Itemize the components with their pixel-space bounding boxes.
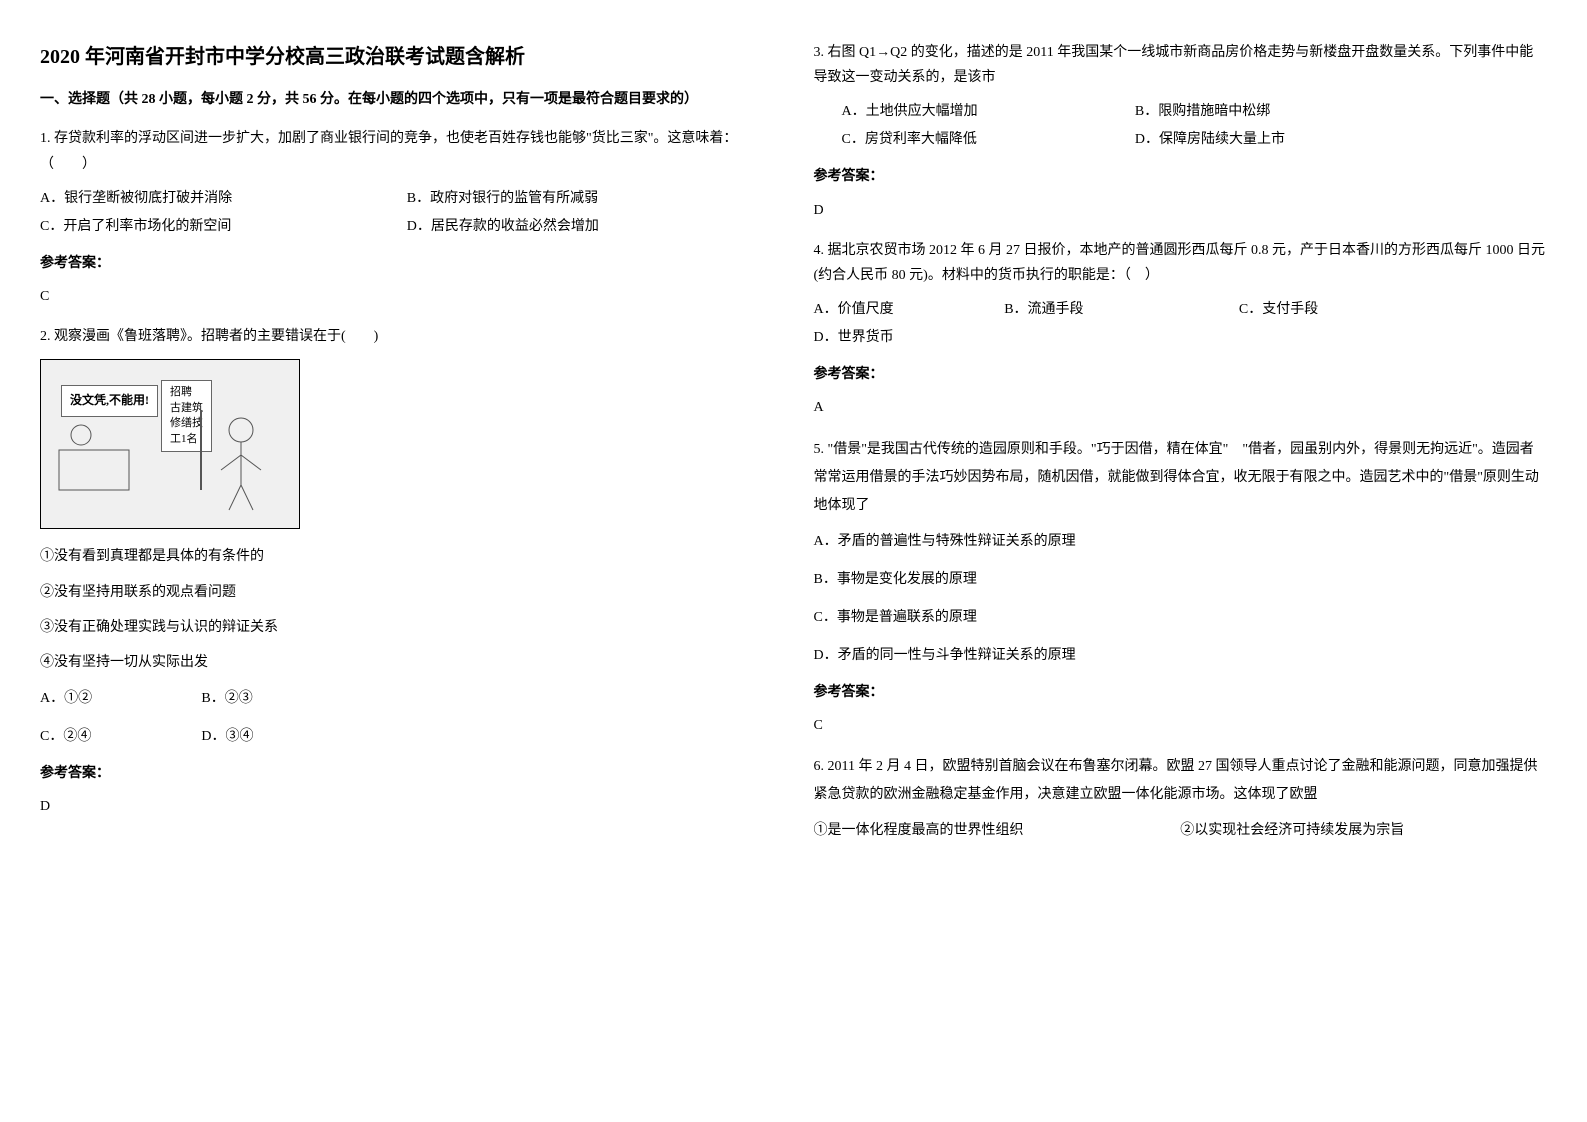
q3-answer: D — [814, 198, 1548, 223]
q3-opt-c: C．房贷利率大幅降低 — [814, 126, 1107, 154]
q3-opt-d: D．保障房陆续大量上市 — [1107, 126, 1474, 154]
q5-opt-a: A．矛盾的普遍性与特殊性辩证关系的原理 — [814, 528, 1548, 556]
q1-answer-label: 参考答案： — [40, 251, 774, 276]
q2-text: 2. 观察漫画《鲁班落聘》。招聘者的主要错误在于( ) — [40, 324, 774, 349]
q2-sub4: ④没有坚持一切从实际出发 — [40, 650, 774, 675]
left-column: 2020 年河南省开封市中学分校高三政治联考试题含解析 一、选择题（共 28 小… — [40, 40, 774, 857]
q4-answer-label: 参考答案： — [814, 362, 1548, 387]
cartoon-figures-icon — [41, 360, 301, 530]
q3-options: A．土地供应大幅增加 B．限购措施暗中松绑 C．房贷利率大幅降低 D．保障房陆续… — [814, 98, 1548, 154]
q2-opt-d: D．③④ — [201, 723, 362, 751]
q1-options: A．银行垄断被彻底打破并消除 B．政府对银行的监管有所减弱 C．开启了利率市场化… — [40, 185, 774, 241]
q3-opt-b: B．限购措施暗中松绑 — [1107, 98, 1474, 126]
question-2: 2. 观察漫画《鲁班落聘》。招聘者的主要错误在于( ) 没文凭,不能用! 招聘 … — [40, 324, 774, 819]
q2-opt-c: C．②④ — [40, 723, 201, 751]
q5-text: 5. "借景"是我国古代传统的造园原则和手段。"巧于因借，精在体宜" "借者，园… — [814, 436, 1548, 520]
q2-sub3: ③没有正确处理实践与认识的辩证关系 — [40, 615, 774, 640]
q2-cartoon-image: 没文凭,不能用! 招聘 古建筑 修缮技 工1名 — [40, 359, 300, 529]
q2-opt-b: B．②③ — [201, 685, 362, 713]
right-column: 3. 右图 Q1→Q2 的变化，描述的是 2011 年我国某个一线城市新商品房价… — [814, 40, 1548, 857]
q4-text: 4. 据北京农贸市场 2012 年 6 月 27 日报价，本地产的普通圆形西瓜每… — [814, 238, 1548, 288]
q3-text: 3. 右图 Q1→Q2 的变化，描述的是 2011 年我国某个一线城市新商品房价… — [814, 40, 1548, 90]
q1-opt-b: B．政府对银行的监管有所减弱 — [407, 185, 774, 213]
q5-opt-c: C．事物是普遍联系的原理 — [814, 604, 1548, 632]
q4-options: A．价值尺度 B．流通手段 C．支付手段 D．世界货币 — [814, 296, 1548, 352]
question-1: 1. 存贷款利率的浮动区间进一步扩大，加剧了商业银行间的竞争，也使老百姓存钱也能… — [40, 126, 774, 309]
q6-text: 6. 2011 年 2 月 4 日，欧盟特别首脑会议在布鲁塞尔闭幕。欧盟 27 … — [814, 753, 1548, 809]
q5-answer-label: 参考答案： — [814, 680, 1548, 705]
q5-options: A．矛盾的普遍性与特殊性辩证关系的原理 B．事物是变化发展的原理 C．事物是普遍… — [814, 528, 1548, 670]
question-3: 3. 右图 Q1→Q2 的变化，描述的是 2011 年我国某个一线城市新商品房价… — [814, 40, 1548, 223]
q6-sub2: ②以实现社会经济可持续发展为宗旨 — [1180, 817, 1547, 845]
q1-opt-c: C．开启了利率市场化的新空间 — [40, 213, 407, 241]
question-6: 6. 2011 年 2 月 4 日，欧盟特别首脑会议在布鲁塞尔闭幕。欧盟 27 … — [814, 753, 1548, 845]
q5-answer: C — [814, 713, 1548, 738]
q4-opt-d: D．世界货币 — [814, 324, 1049, 352]
q5-opt-b: B．事物是变化发展的原理 — [814, 566, 1548, 594]
q1-text: 1. 存贷款利率的浮动区间进一步扩大，加剧了商业银行间的竞争，也使老百姓存钱也能… — [40, 126, 774, 176]
section-intro: 一、选择题（共 28 小题，每小题 2 分，共 56 分。在每小题的四个选项中，… — [40, 89, 774, 111]
q4-opt-c: C．支付手段 — [1239, 296, 1430, 324]
q4-answer: A — [814, 395, 1548, 420]
q3-opt-a: A．土地供应大幅增加 — [814, 98, 1107, 126]
q2-answer: D — [40, 794, 774, 819]
q2-sub2: ②没有坚持用联系的观点看问题 — [40, 580, 774, 605]
q4-opt-a: A．价值尺度 — [814, 296, 1005, 324]
q2-sub1: ①没有看到真理都是具体的有条件的 — [40, 544, 774, 569]
q1-answer: C — [40, 284, 774, 309]
q1-opt-d: D．居民存款的收益必然会增加 — [407, 213, 774, 241]
q2-answer-label: 参考答案： — [40, 761, 774, 786]
q3-answer-label: 参考答案： — [814, 164, 1548, 189]
page-title: 2020 年河南省开封市中学分校高三政治联考试题含解析 — [40, 40, 774, 69]
question-5: 5. "借景"是我国古代传统的造园原则和手段。"巧于因借，精在体宜" "借者，园… — [814, 436, 1548, 738]
q2-options: A．①② B．②③ C．②④ D．③④ — [40, 685, 774, 751]
q6-sub1: ①是一体化程度最高的世界性组织 — [814, 817, 1181, 845]
q2-opt-a: A．①② — [40, 685, 201, 713]
question-4: 4. 据北京农贸市场 2012 年 6 月 27 日报价，本地产的普通圆形西瓜每… — [814, 238, 1548, 421]
q4-opt-b: B．流通手段 — [1004, 296, 1239, 324]
page-container: 2020 年河南省开封市中学分校高三政治联考试题含解析 一、选择题（共 28 小… — [40, 40, 1547, 857]
q6-options: ①是一体化程度最高的世界性组织 ②以实现社会经济可持续发展为宗旨 — [814, 817, 1548, 845]
q5-opt-d: D．矛盾的同一性与斗争性辩证关系的原理 — [814, 642, 1548, 670]
q1-opt-a: A．银行垄断被彻底打破并消除 — [40, 185, 407, 213]
